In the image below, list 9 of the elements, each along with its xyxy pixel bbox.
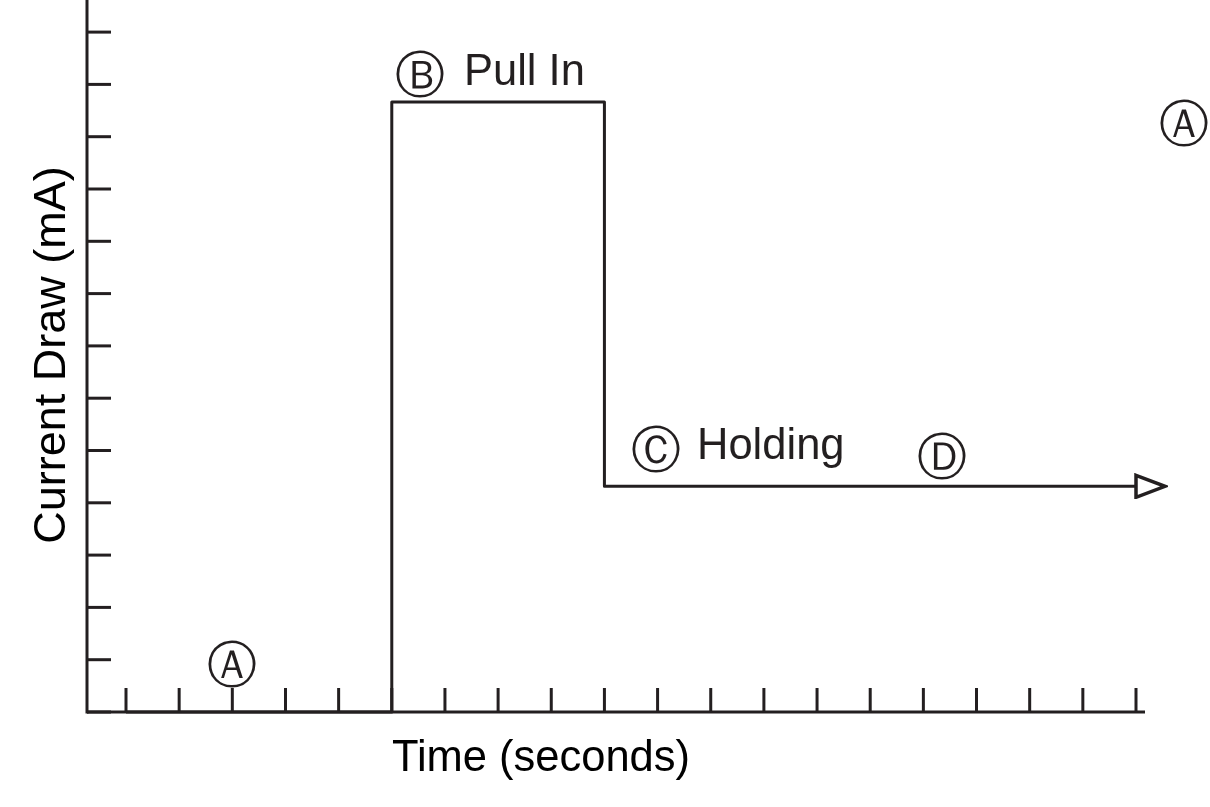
annotation: Holding: [697, 420, 845, 468]
annotation: Ⓓ: [917, 429, 967, 485]
y-axis-title: Current Draw (mA): [24, 166, 75, 544]
annotation: Ⓑ: [395, 47, 445, 103]
text: Ⓐ: [1159, 96, 1209, 152]
annotation: Ⓒ: [631, 422, 681, 478]
annotation: Ⓐ: [207, 637, 257, 693]
text: Pull In: [464, 46, 585, 94]
x-axis-title: Time (seconds): [391, 732, 691, 780]
